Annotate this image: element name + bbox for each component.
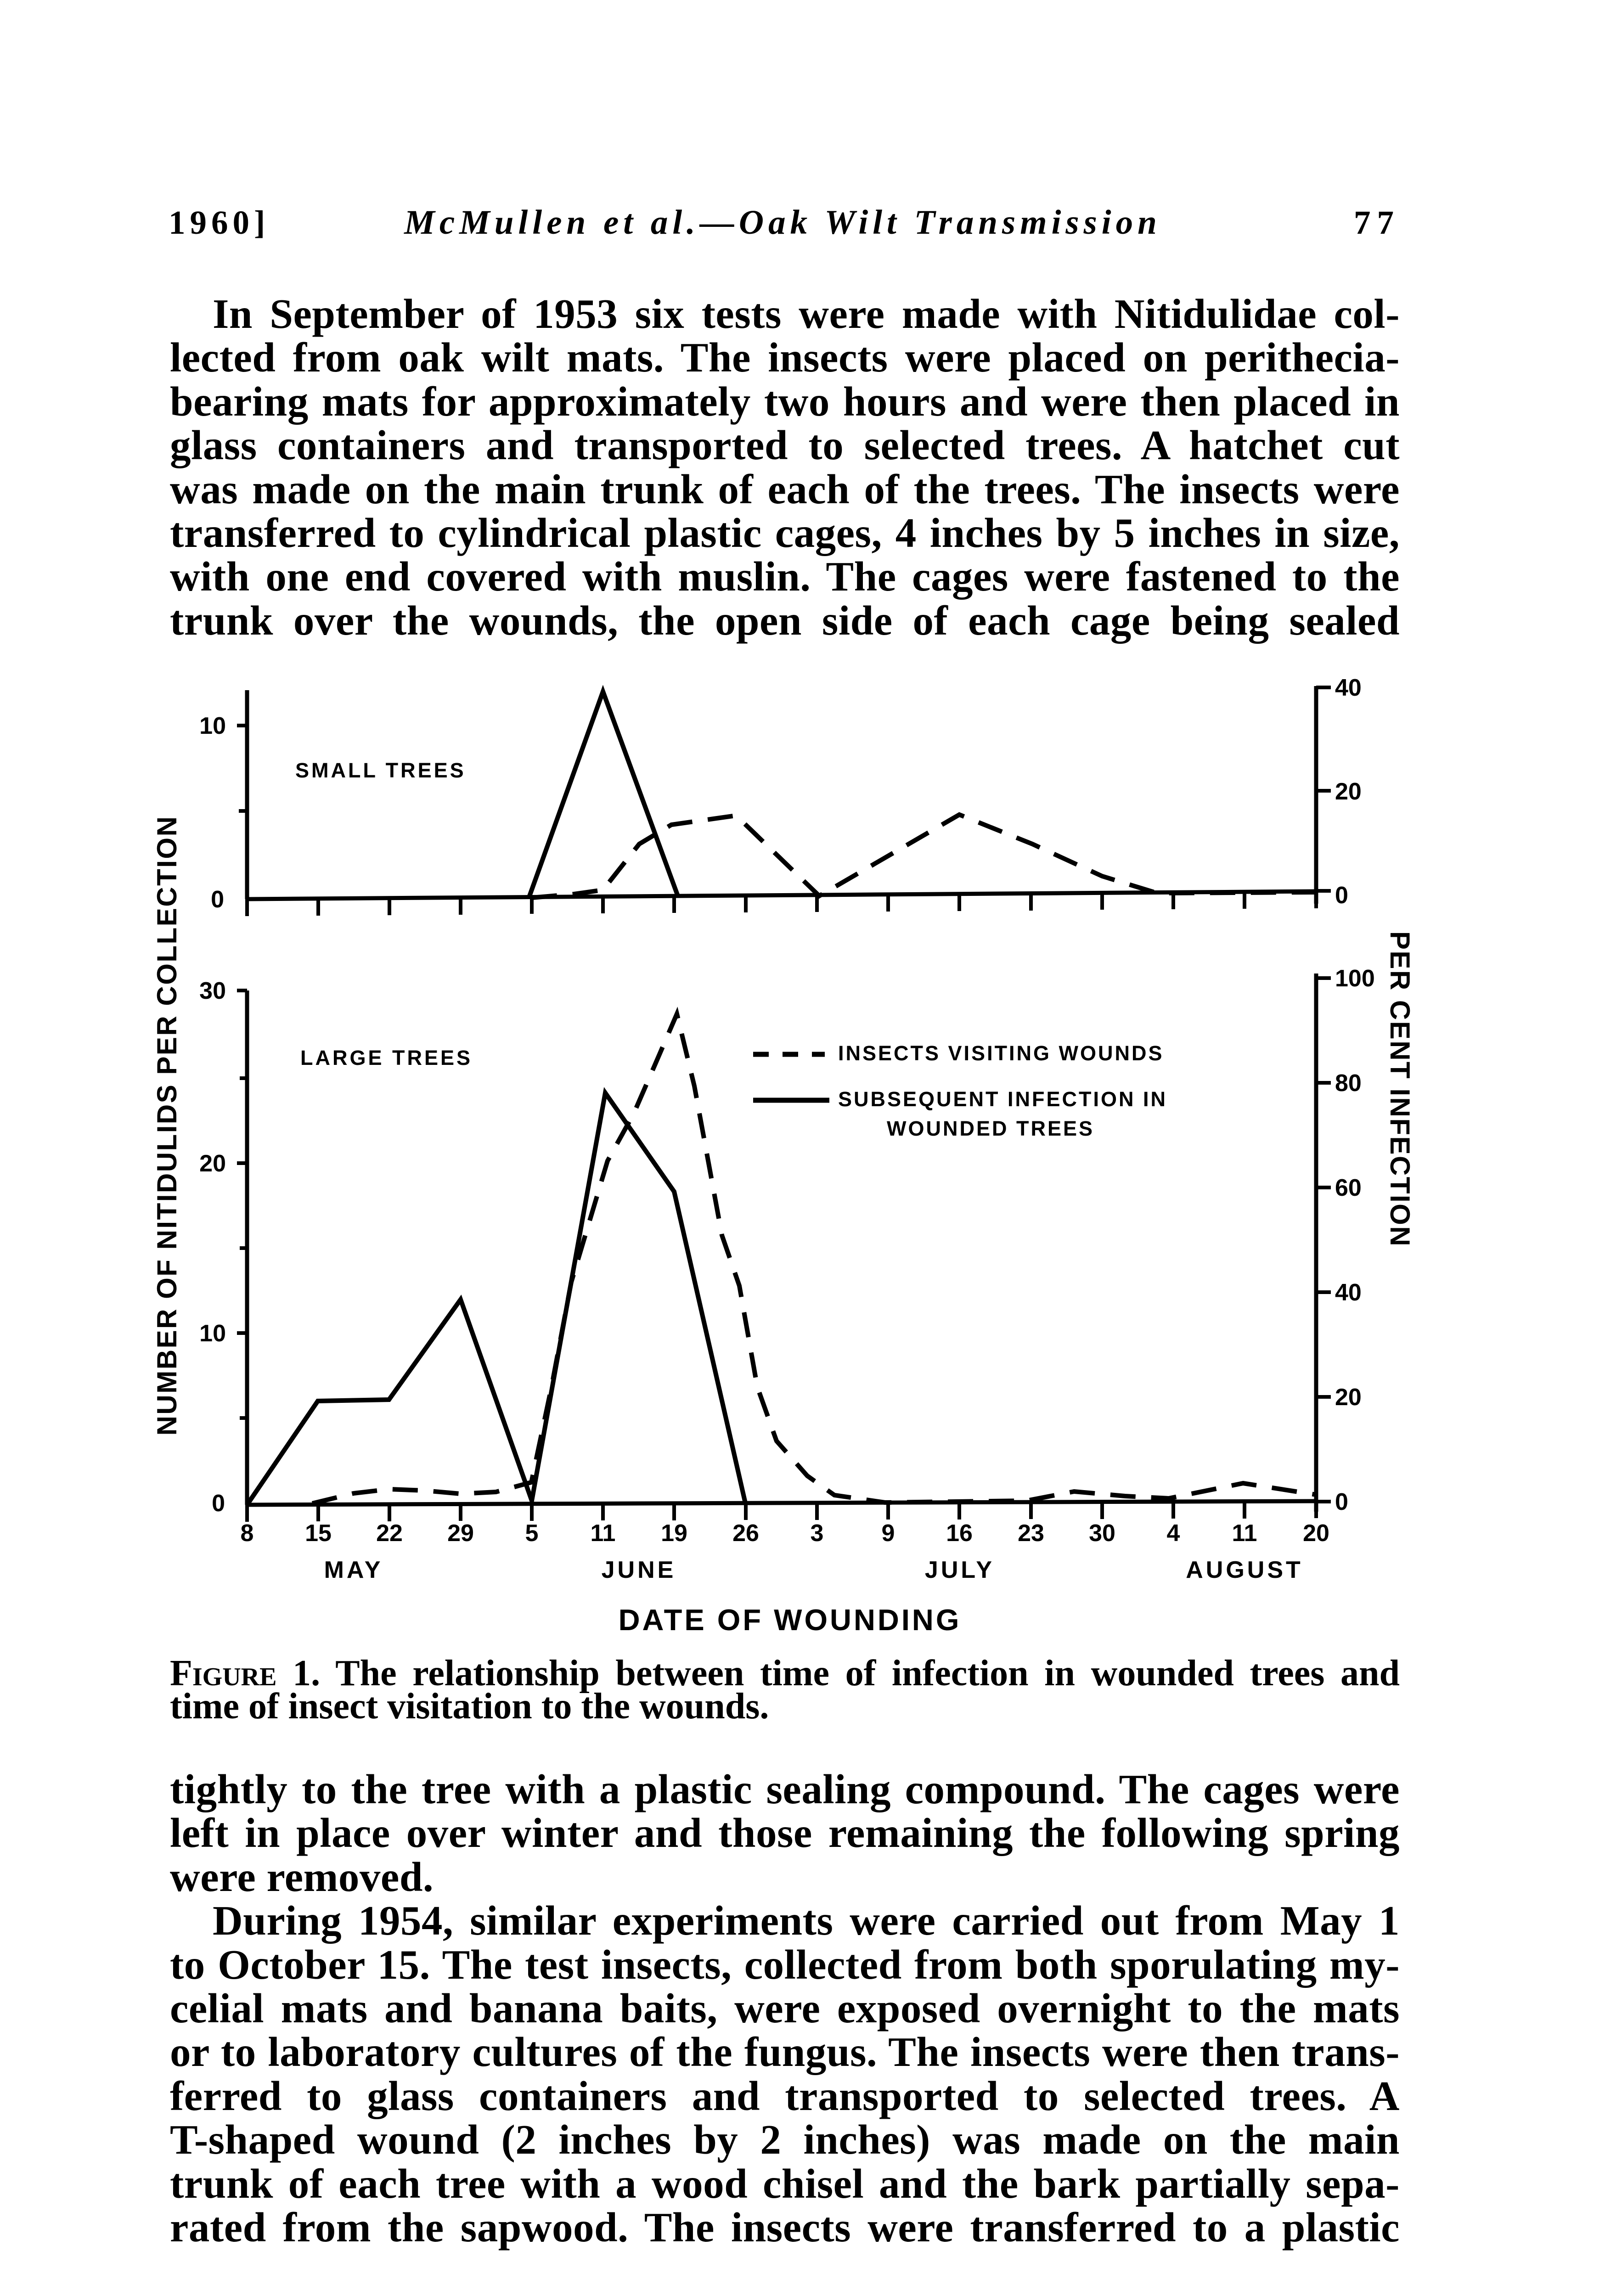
svg-text:40: 40	[1335, 1279, 1362, 1306]
svg-text:0: 0	[1335, 882, 1348, 909]
svg-text:4: 4	[1167, 1520, 1180, 1547]
svg-text:SUBSEQUENT INFECTION IN: SUBSEQUENT INFECTION IN	[838, 1087, 1167, 1111]
svg-text:100: 100	[1335, 965, 1375, 992]
svg-text:PER CENT INFECTION: PER CENT INFECTION	[1385, 931, 1415, 1247]
svg-text:10: 10	[199, 713, 226, 739]
svg-text:26: 26	[732, 1520, 759, 1547]
svg-text:40: 40	[1335, 675, 1362, 701]
svg-text:LARGE TREES: LARGE TREES	[300, 1046, 473, 1069]
svg-text:9: 9	[882, 1520, 895, 1547]
svg-text:3: 3	[811, 1520, 824, 1547]
svg-text:15: 15	[305, 1520, 332, 1547]
svg-text:20: 20	[199, 1150, 226, 1177]
svg-text:22: 22	[376, 1520, 403, 1547]
svg-text:5: 5	[525, 1520, 539, 1547]
svg-text:29: 29	[447, 1520, 474, 1547]
svg-text:0: 0	[1335, 1489, 1348, 1515]
svg-text:DATE OF WOUNDING: DATE OF WOUNDING	[619, 1603, 962, 1637]
svg-text:20: 20	[1303, 1520, 1329, 1547]
svg-text:AUGUST: AUGUST	[1186, 1557, 1303, 1583]
svg-text:19: 19	[661, 1520, 687, 1547]
svg-text:JUNE: JUNE	[602, 1557, 676, 1583]
svg-text:30: 30	[199, 978, 226, 1004]
svg-text:0: 0	[211, 886, 224, 913]
svg-text:16: 16	[946, 1520, 973, 1547]
svg-text:0: 0	[212, 1490, 225, 1517]
svg-text:WOUNDED TREES: WOUNDED TREES	[887, 1117, 1094, 1140]
svg-text:JULY: JULY	[925, 1557, 995, 1583]
svg-text:60: 60	[1335, 1175, 1362, 1201]
svg-text:80: 80	[1335, 1070, 1362, 1097]
svg-text:10: 10	[199, 1320, 226, 1347]
svg-text:NUMBER OF NITIDULIDS PER COLLE: NUMBER OF NITIDULIDS PER COLLECTION	[152, 816, 182, 1436]
svg-text:INSECTS VISITING WOUNDS: INSECTS VISITING WOUNDS	[838, 1041, 1164, 1065]
svg-text:20: 20	[1335, 1384, 1362, 1411]
svg-text:20: 20	[1335, 778, 1362, 805]
svg-text:SMALL TREES: SMALL TREES	[295, 759, 466, 782]
svg-text:11: 11	[1232, 1520, 1257, 1547]
svg-text:30: 30	[1089, 1520, 1115, 1547]
svg-text:MAY: MAY	[324, 1557, 383, 1583]
svg-text:8: 8	[241, 1520, 254, 1547]
svg-text:23: 23	[1018, 1520, 1044, 1547]
svg-text:11: 11	[591, 1520, 616, 1547]
